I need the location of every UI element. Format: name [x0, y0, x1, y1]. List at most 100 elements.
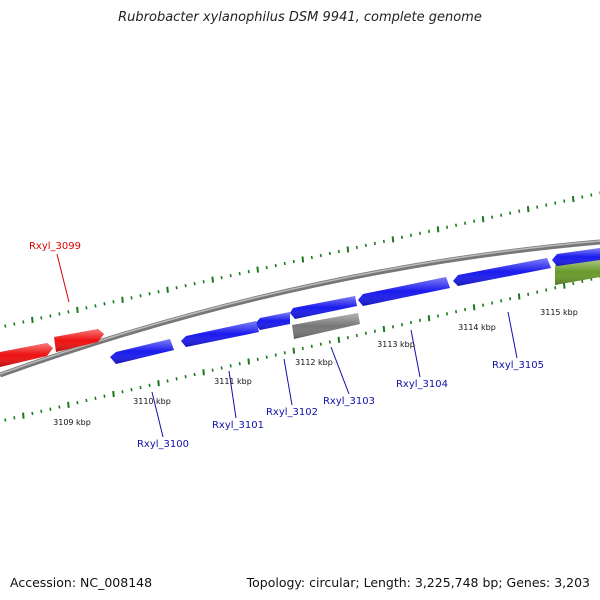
- scale-tick: [454, 310, 458, 314]
- scale-tick: [571, 195, 575, 203]
- gene-segment[interactable]: [555, 259, 600, 285]
- scale-tick: [400, 235, 404, 239]
- scale-tick: [346, 246, 350, 253]
- scale-tick: [175, 377, 178, 381]
- scale-tick: [58, 312, 61, 316]
- scale-tick: [554, 201, 557, 205]
- scale-tick: [581, 195, 584, 199]
- scale-tick: [301, 256, 305, 263]
- scale-tick: [526, 206, 530, 213]
- scale-tick: [436, 314, 440, 318]
- scale-tick: [112, 300, 115, 304]
- scale-tick: [76, 306, 79, 313]
- gene-rxyl-3104[interactable]: [358, 277, 450, 306]
- scale-tick: [238, 271, 241, 276]
- scale-tick: [355, 333, 358, 338]
- scale-tick: [184, 284, 187, 288]
- scale-tick: [130, 388, 133, 392]
- scale-tick: [157, 290, 160, 294]
- scale-tick: [292, 259, 295, 264]
- leader-line: [330, 346, 350, 395]
- scale-tick: [193, 372, 196, 377]
- leader-line: [56, 253, 70, 303]
- scale-tick: [436, 226, 440, 233]
- scale-tick: [563, 199, 566, 203]
- scale-tick: [256, 357, 259, 361]
- genome-backbone: [0, 239, 600, 378]
- scale-tick: [274, 353, 277, 357]
- scale-tick: [67, 401, 70, 408]
- scale-tick: [445, 312, 449, 316]
- scale-tick: [391, 325, 395, 329]
- scale-tick: [536, 290, 539, 294]
- scale-tick: [364, 243, 367, 248]
- lower-tick-track: [4, 275, 600, 422]
- leader-line: [228, 370, 237, 419]
- scale-tick: [472, 304, 476, 311]
- scale-tick: [274, 263, 277, 268]
- gene-rxyl-3103[interactable]: [292, 313, 360, 339]
- leader-line: [507, 311, 518, 359]
- scale-tick: [22, 320, 25, 324]
- gene-segment[interactable]: [255, 312, 290, 330]
- scale-tick: [554, 286, 557, 290]
- scale-tick: [103, 302, 106, 306]
- scale-tick: [463, 307, 467, 312]
- scale-tick: [481, 216, 485, 223]
- gene-rxyl-3100[interactable]: [110, 339, 174, 364]
- scale-tick: [491, 301, 494, 305]
- scale-tick: [112, 390, 115, 398]
- leader-line: [151, 391, 164, 438]
- scale-tick: [545, 203, 548, 207]
- scale-tick: [202, 280, 205, 284]
- gene-rxyl-3101[interactable]: [181, 321, 259, 347]
- scale-tick: [418, 231, 422, 235]
- scale-tick: [94, 396, 97, 400]
- scale-tick: [391, 236, 395, 243]
- gene-rxyl-3099[interactable]: [54, 329, 104, 352]
- scale-tick: [346, 336, 349, 340]
- scale-tick: [427, 315, 431, 322]
- scale-tick: [139, 294, 142, 298]
- scale-tick: [85, 306, 88, 310]
- gene-label-rxyl-3102: Rxyl_3102: [266, 407, 318, 418]
- kbp-label-3114: 3114 kbp: [458, 323, 496, 332]
- scale-tick: [454, 223, 458, 227]
- scale-tick: [4, 324, 7, 328]
- kbp-label-3115: 3115 kbp: [540, 308, 578, 317]
- scale-tick: [247, 269, 250, 274]
- scale-tick: [482, 303, 485, 307]
- scale-tick: [256, 266, 260, 273]
- scale-tick: [13, 416, 16, 420]
- scale-tick: [319, 253, 322, 258]
- scale-tick: [229, 273, 232, 278]
- leader-line: [283, 358, 293, 406]
- scale-tick: [518, 209, 521, 213]
- scale-tick: [211, 276, 214, 283]
- gene-segment[interactable]: [0, 343, 53, 367]
- gene-label-rxyl-3105: Rxyl_3105: [492, 360, 544, 371]
- scale-tick: [85, 398, 88, 403]
- scale-tick: [211, 368, 214, 372]
- gene-segment[interactable]: [290, 296, 357, 319]
- scale-tick: [184, 375, 187, 379]
- scale-tick: [373, 329, 377, 333]
- scale-tick: [265, 265, 268, 270]
- kbp-label-3110: 3110 kbp: [133, 397, 171, 406]
- kbp-label-3112: 3112 kbp: [295, 358, 333, 367]
- scale-tick: [463, 221, 467, 225]
- scale-tick: [500, 299, 503, 303]
- scale-tick: [491, 215, 494, 219]
- gene-segment[interactable]: [552, 248, 600, 266]
- scale-tick: [509, 297, 512, 301]
- scale-tick: [581, 279, 584, 283]
- scale-tick: [202, 369, 205, 376]
- scale-tick: [13, 322, 16, 326]
- gene-label-rxyl-3100: Rxyl_3100: [137, 439, 189, 450]
- accession-text: Accession: NC_008148: [10, 575, 153, 590]
- scale-tick: [130, 296, 133, 300]
- gene-rxyl-3105[interactable]: [453, 258, 551, 286]
- scale-tick: [373, 241, 377, 246]
- upper-tick-track: [4, 191, 600, 328]
- scale-tick: [337, 336, 341, 343]
